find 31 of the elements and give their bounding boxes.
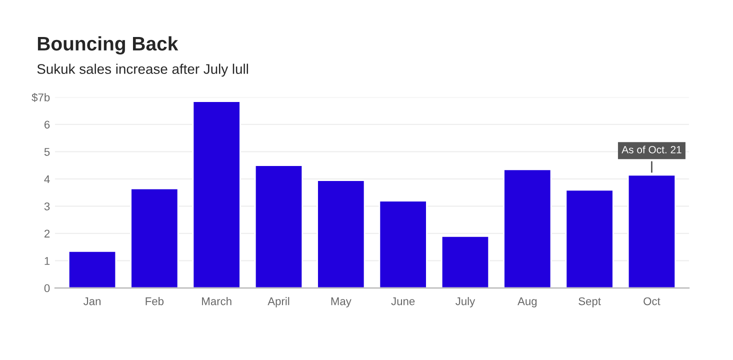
bar bbox=[378, 200, 428, 288]
bar bbox=[254, 164, 304, 288]
bar bbox=[627, 174, 676, 288]
bar bbox=[130, 188, 179, 288]
y-tick-label: 5 bbox=[44, 148, 50, 156]
x-tick-label: June bbox=[391, 297, 415, 306]
bar bbox=[192, 100, 241, 288]
x-tick-label: July bbox=[456, 297, 476, 308]
y-tick-label: 1 bbox=[44, 257, 50, 265]
x-tick-label: April bbox=[268, 297, 290, 308]
chart-subtitle: Sukuk sales increase after July lull bbox=[37, 64, 248, 77]
y-tick-label: 6 bbox=[44, 120, 50, 129]
x-tick-label: Sept bbox=[578, 297, 601, 308]
bar bbox=[503, 168, 552, 288]
y-tick-label: 2 bbox=[44, 230, 50, 238]
x-tick-label: Aug bbox=[518, 297, 537, 308]
bar bbox=[68, 250, 117, 288]
x-tick-label: Oct bbox=[644, 297, 660, 306]
bar bbox=[440, 236, 490, 288]
x-tick-label: May bbox=[331, 297, 352, 308]
y-tick-label: $7b bbox=[32, 93, 50, 102]
x-tick-label: Feb bbox=[146, 297, 164, 306]
chart-title: Bouncing Back bbox=[38, 36, 178, 55]
bar bbox=[316, 180, 366, 288]
x-tick-label: Jan bbox=[83, 297, 101, 306]
bar bbox=[565, 189, 614, 288]
x-tick-label: March bbox=[202, 297, 232, 306]
y-tick-label: 3 bbox=[44, 202, 50, 210]
y-tick-label: 0 bbox=[44, 284, 50, 292]
annotation: As of Oct. 21 bbox=[622, 146, 682, 154]
y-tick-label: 4 bbox=[44, 175, 50, 183]
